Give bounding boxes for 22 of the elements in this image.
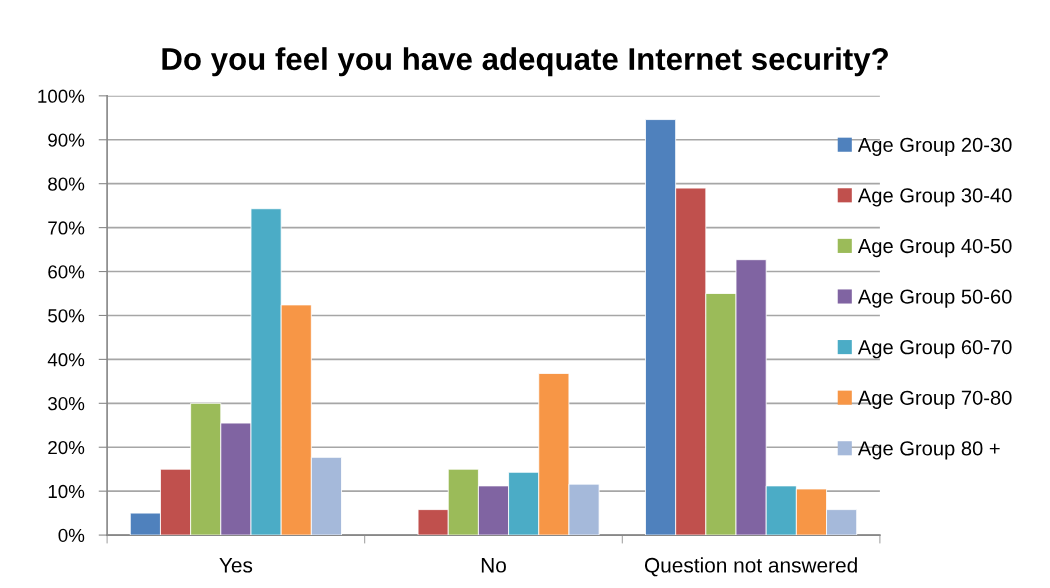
legend-label: Age Group 50-60: [857, 289, 1012, 308]
x-tick-label: Yes: [219, 558, 253, 573]
x-tick-label: No: [481, 558, 506, 573]
y-tick-label: 50%: [48, 309, 85, 323]
y-tick-label: 90%: [48, 133, 85, 147]
legend-label: Age Group 40-50: [857, 238, 1012, 258]
y-tick-label: 10%: [48, 484, 85, 499]
y-tick-label: 0%: [58, 528, 85, 543]
y-tick-label: 70%: [48, 221, 85, 235]
y-tick-label: 100%: [38, 89, 85, 103]
legend-label: Age Group 80 +: [857, 441, 1000, 460]
x-tick-label: Question not answered: [644, 557, 857, 577]
y-tick-label: 80%: [48, 177, 85, 191]
legend-label: Age Group 70-80: [857, 390, 1012, 409]
y-tick-label: 60%: [48, 265, 85, 279]
legend-label: Age Group 60-70: [857, 340, 1012, 359]
legend-label: Age Group 20-30: [857, 137, 1012, 156]
chart-title: Do you feel you have adequate Internet security?: [162, 47, 888, 77]
y-tick-label: 30%: [48, 397, 85, 411]
y-tick-label: 40%: [47, 353, 85, 367]
legend-label: Age Group 30-40: [857, 188, 1012, 207]
y-tick-label: 20%: [48, 440, 85, 455]
